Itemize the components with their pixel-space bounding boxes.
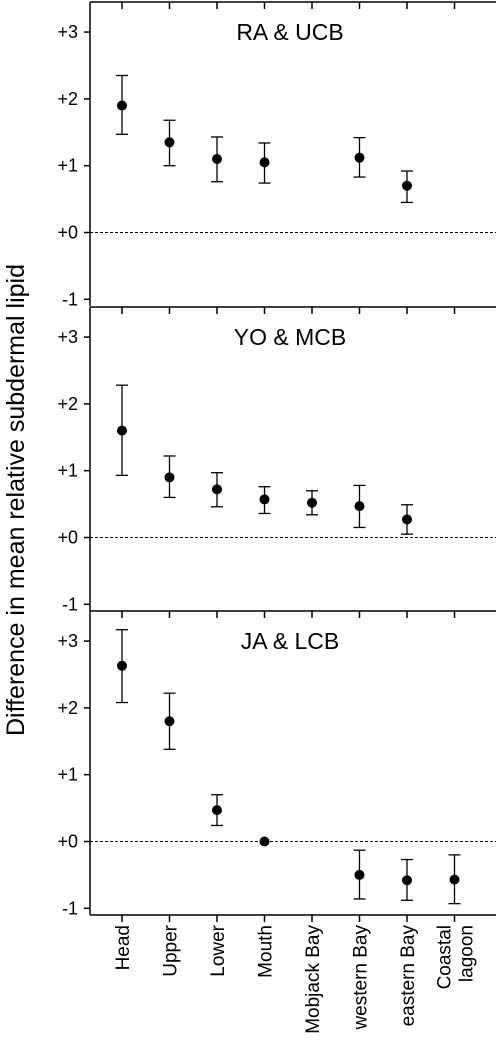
panel-2-lower-point <box>212 484 222 495</box>
panel-1-y-tick-label: +3 <box>57 22 78 42</box>
panel-1-upper-point <box>164 137 175 148</box>
panel-3-eastern-bay-point <box>402 875 412 886</box>
panel-3-title: JA & LCB <box>241 628 339 654</box>
panel-2-western-bay-point <box>354 501 365 512</box>
panel-3-y-tick-label: +1 <box>57 765 78 785</box>
panel-1-western-bay-point <box>354 152 365 163</box>
panel-1-title: RA & UCB <box>236 19 343 45</box>
panel-1-lower-point <box>212 154 222 165</box>
panel-1-y-tick-label: -1 <box>62 289 78 309</box>
panel-2-y-tick-label: +2 <box>57 394 78 414</box>
panel-3-y-tick-label: +3 <box>57 631 78 651</box>
x-category-label-coastal-lagoon: Coastal <box>435 925 456 989</box>
x-category-label-mouth: Mouth <box>256 925 277 978</box>
panel-3-y-tick-label: +0 <box>57 832 78 852</box>
panel-2-mouth-point <box>259 494 270 505</box>
panel-2-head-point <box>117 425 127 436</box>
panel-2-eastern-bay-point <box>402 514 412 525</box>
panel-1-head-point <box>117 100 127 111</box>
x-category-label-upper: Upper <box>161 924 182 976</box>
panel-2-y-tick-label: -1 <box>62 594 78 614</box>
panel-2-mobjack-bay-point <box>307 497 317 508</box>
panel-3-y-tick-label: -1 <box>62 898 78 918</box>
panel-1-y-tick-label: +2 <box>57 89 78 109</box>
panel-3-lower-point <box>212 805 222 816</box>
panel-1-mouth-point <box>259 157 270 168</box>
panel-2-y-tick-label: +3 <box>57 327 78 347</box>
x-category-label-mobjack-bay: Mobjack Bay <box>303 925 324 1034</box>
panel-1-eastern-bay-point <box>402 180 412 191</box>
panel-2-y-tick-label: +1 <box>57 461 78 481</box>
x-category-label-head: Head <box>113 925 134 970</box>
panel-3-mouth-point <box>259 836 270 847</box>
x-category-label-coastal-lagoon: lagoon <box>457 925 478 982</box>
x-category-label-western-bay: western Bay <box>351 925 372 1031</box>
panel-2-upper-point <box>164 472 175 483</box>
panel-2-y-tick-label: +0 <box>57 528 78 548</box>
x-category-label-lower: Lower <box>208 924 229 976</box>
x-category-label-eastern-bay: eastern Bay <box>398 925 419 1027</box>
panel-3-upper-point <box>164 716 175 727</box>
panel-3-y-tick-label: +2 <box>57 698 78 718</box>
panel-3-head-point <box>117 660 127 671</box>
y-axis-label: Difference in mean relative subdermal li… <box>2 264 30 736</box>
panel-1-y-tick-label: +1 <box>57 156 78 176</box>
panel-3-coastal-lagoon-point <box>449 874 460 885</box>
panel-1-y-tick-label: +0 <box>57 223 78 243</box>
panel-2-title: YO & MCB <box>234 324 346 350</box>
panel-3-western-bay-point <box>354 869 365 880</box>
